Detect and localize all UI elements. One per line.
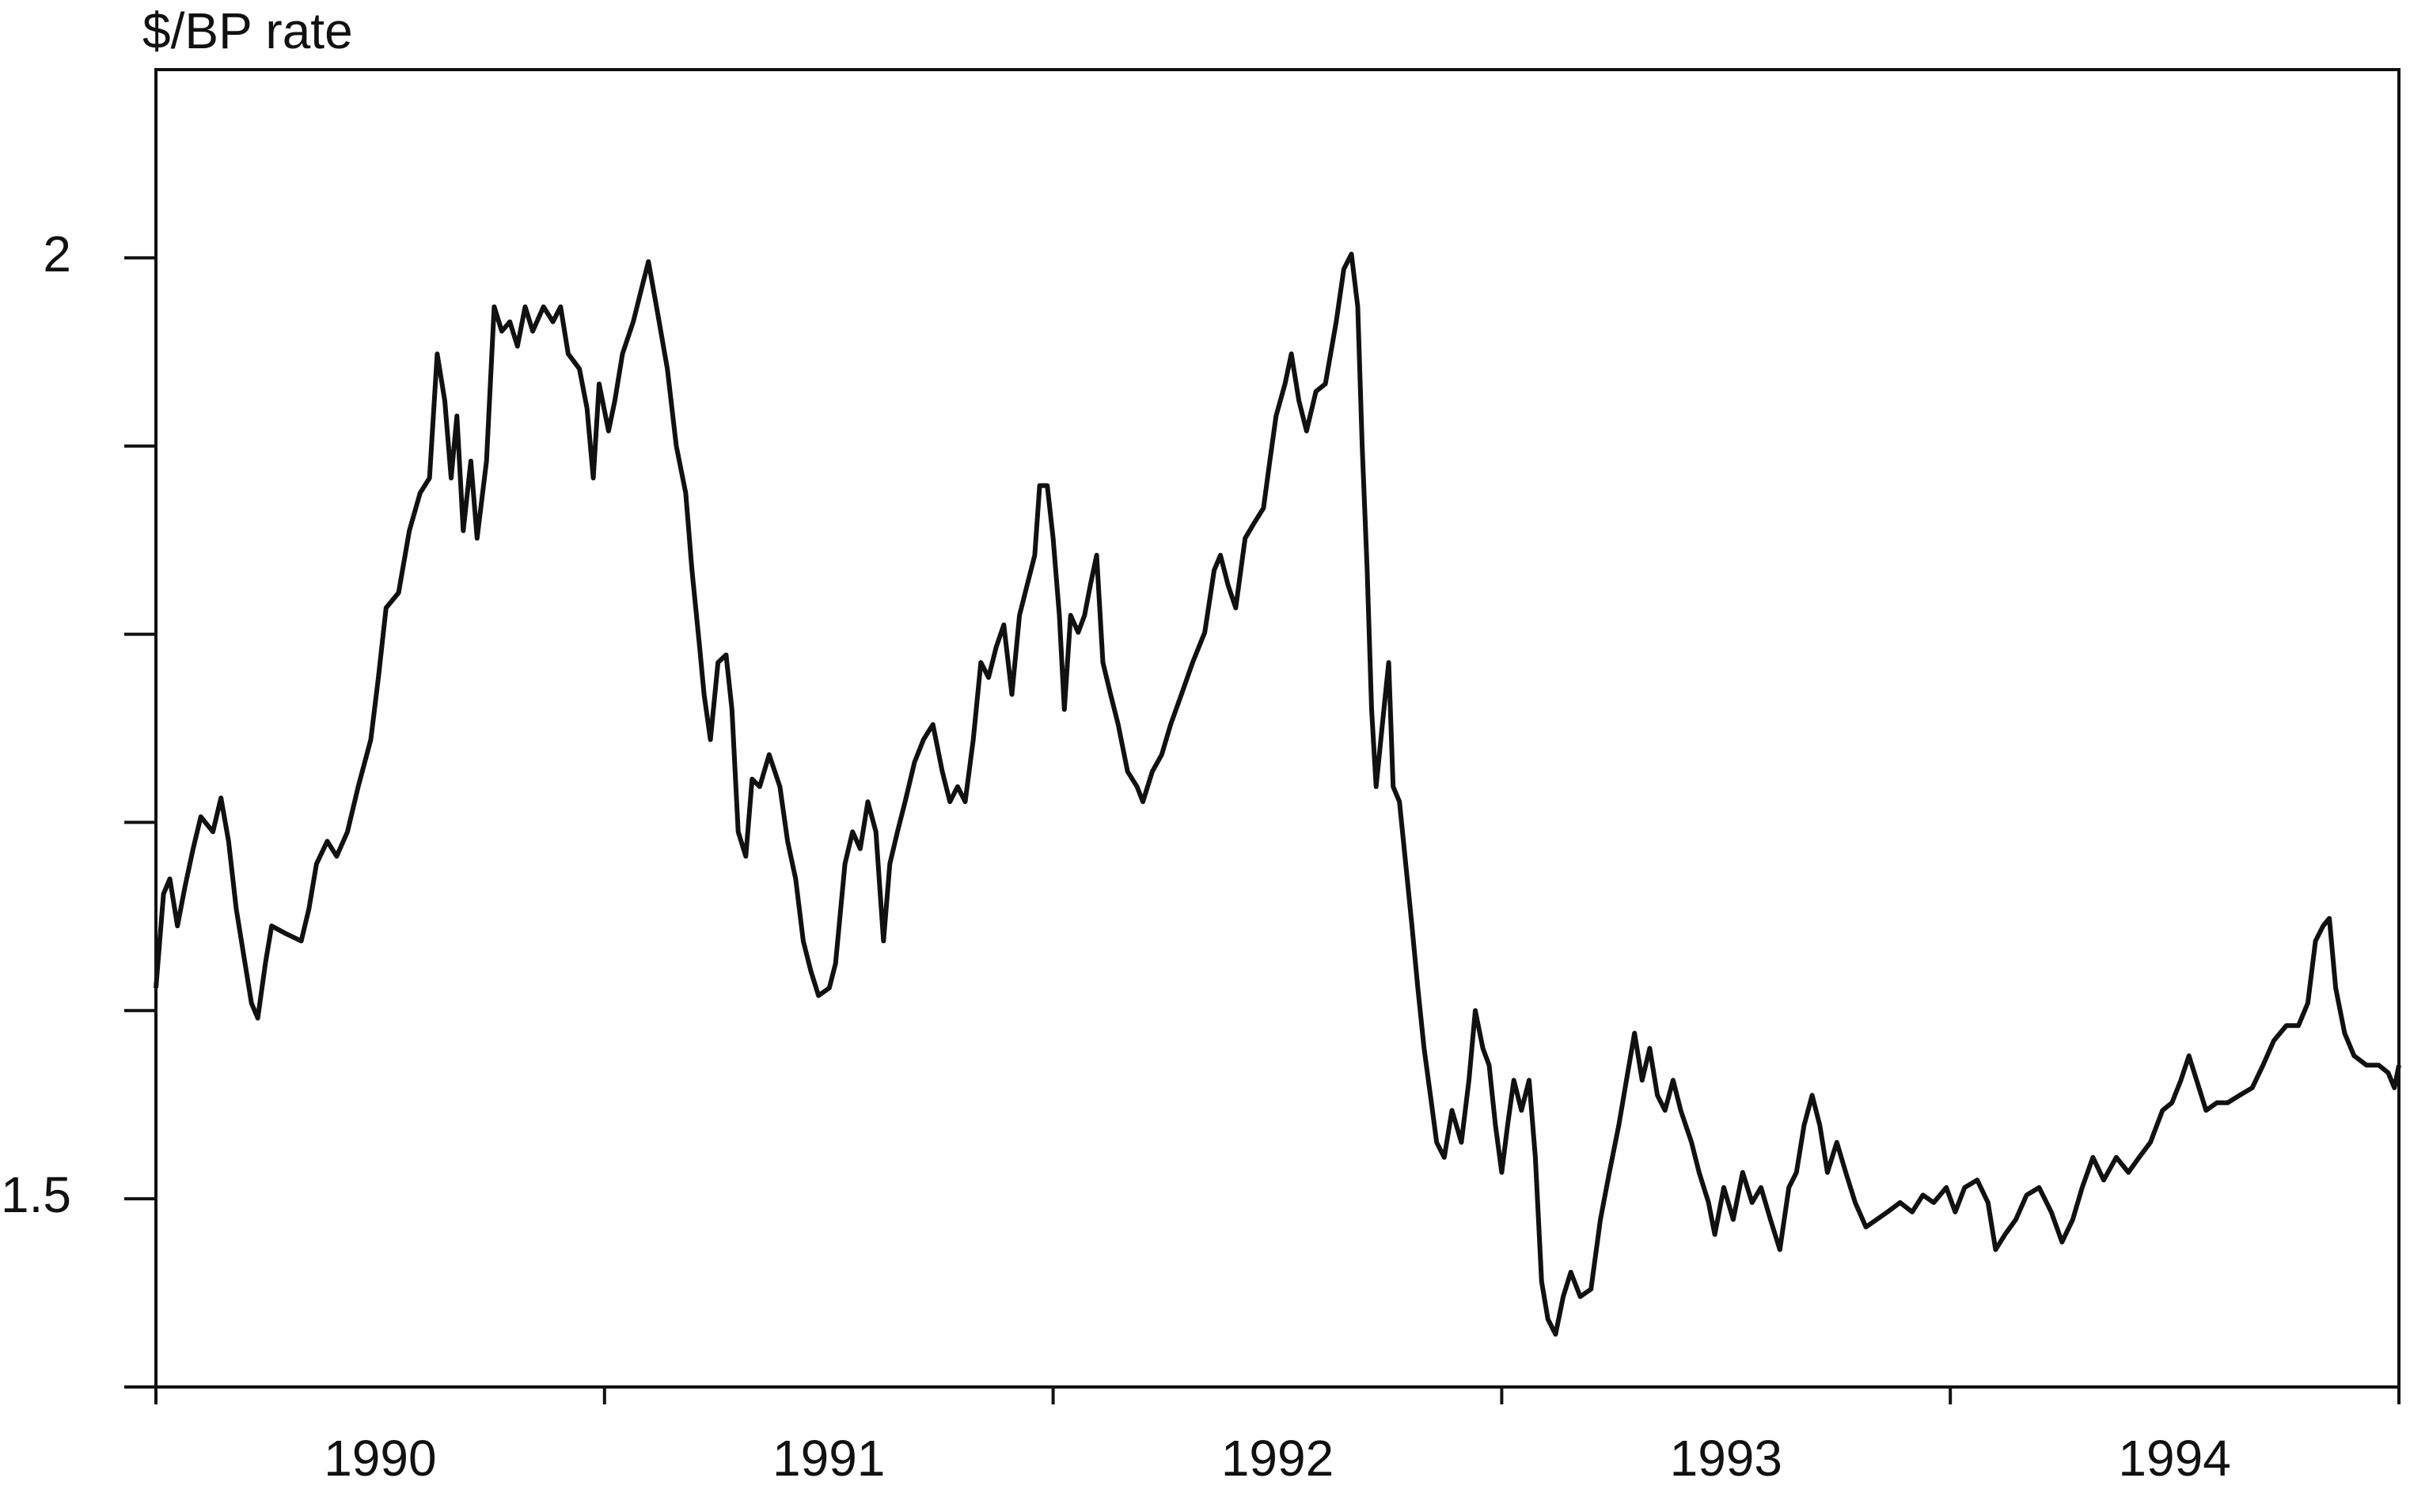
x-tick-label: 1991: [772, 1430, 885, 1487]
x-tick-label: 1993: [1670, 1430, 1782, 1487]
y-axis-label: $/BP rate: [142, 2, 353, 59]
x-tick-label: 1992: [1221, 1430, 1334, 1487]
plot-frame: [154, 68, 2401, 1389]
x-tick-label: 1990: [324, 1430, 436, 1487]
x-tick-label: 1994: [2118, 1430, 2230, 1487]
y-tick-label: 1.5: [1, 1166, 71, 1223]
rate-line: [154, 252, 2401, 1337]
y-tick-label: 2: [43, 225, 71, 282]
